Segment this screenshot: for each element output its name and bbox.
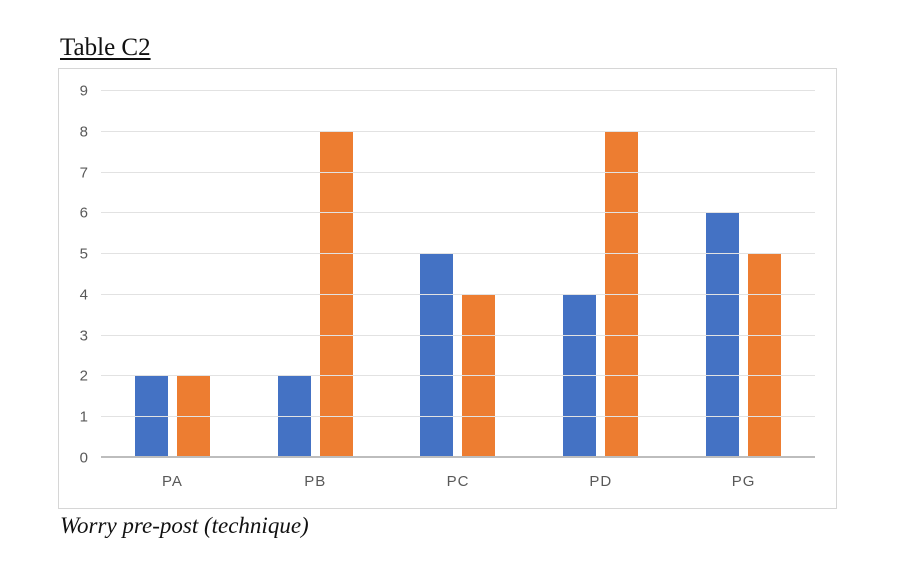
plot-area: PA PB PC PD PG 0 1 2 3 4 5 6 7 8 9 <box>80 84 815 490</box>
gridline-4 <box>101 293 815 295</box>
x-tick-label-pc: PC <box>446 472 470 490</box>
gridline-2 <box>101 375 815 377</box>
gridline-1 <box>101 416 815 418</box>
y-tick-label-5: 5 <box>79 245 88 263</box>
y-tick-label-3: 3 <box>79 327 88 345</box>
bar-series-2-pb <box>319 131 353 458</box>
chart-frame: PA PB PC PD PG 0 1 2 3 4 5 6 7 8 9 <box>58 68 837 509</box>
x-tick-label-pd: PD <box>589 472 613 490</box>
y-tick-label-6: 6 <box>79 204 88 222</box>
bar-group-pd <box>529 91 672 458</box>
x-tick-label-pb: PB <box>304 472 327 490</box>
y-tick-label-7: 7 <box>79 164 88 182</box>
bar-group-pc <box>387 91 530 458</box>
gridline-6 <box>101 212 815 214</box>
x-tick-label-pg: PG <box>731 472 756 490</box>
gridline-3 <box>101 334 815 336</box>
bar-series-2-pd <box>605 131 639 458</box>
chart-caption: Worry pre-post (technique) <box>60 513 309 538</box>
bar-group-pa <box>101 91 244 458</box>
bar-group-pg <box>672 91 815 458</box>
gridline-8 <box>101 130 815 132</box>
bar-group-pb <box>244 91 387 458</box>
gridline-9 <box>101 90 815 91</box>
y-tick-label-9: 9 <box>79 82 88 100</box>
bar-groups <box>101 91 815 458</box>
bar-series-1-pc <box>420 254 454 458</box>
x-axis-labels: PA PB PC PD PG <box>101 458 815 504</box>
chart-title: Table C2 <box>60 34 151 61</box>
x-axis-line <box>101 456 815 458</box>
bar-series-1-pg <box>706 213 740 458</box>
gridline-7 <box>101 171 815 173</box>
y-tick-label-0: 0 <box>79 449 88 467</box>
x-tick-label-pa: PA <box>161 472 183 490</box>
gridline-5 <box>101 253 815 255</box>
y-tick-label-4: 4 <box>79 286 88 304</box>
y-tick-label-8: 8 <box>79 123 88 141</box>
bar-series-2-pg <box>748 254 782 458</box>
y-tick-label-1: 1 <box>79 408 88 426</box>
y-tick-label-2: 2 <box>79 367 88 385</box>
